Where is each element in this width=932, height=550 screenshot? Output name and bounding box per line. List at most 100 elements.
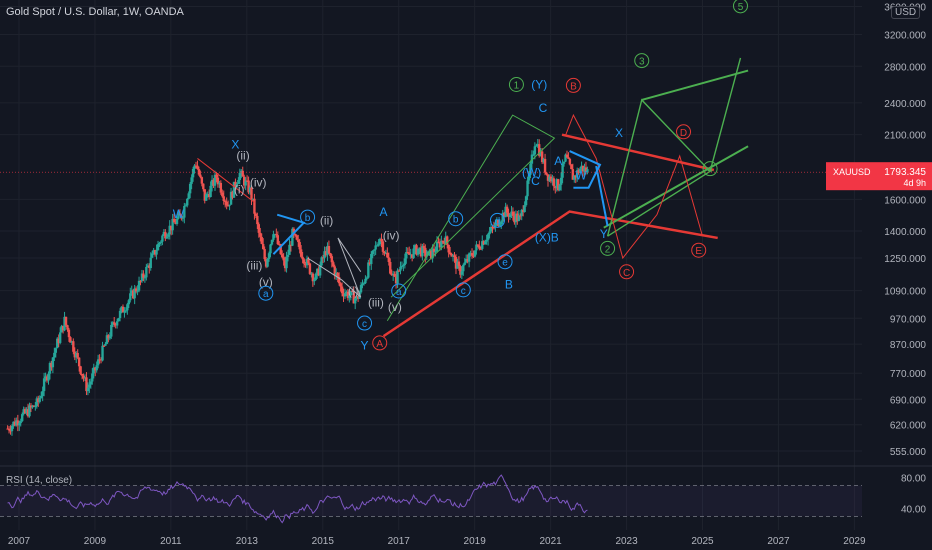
candle-body [383, 251, 386, 254]
candle-body [460, 271, 464, 275]
candle-body [451, 255, 455, 257]
candle-body [356, 296, 360, 299]
candle-body [250, 187, 253, 200]
candle-body [115, 321, 119, 326]
candle-body [283, 260, 287, 269]
candle-body [183, 206, 186, 218]
rsi-title[interactable]: RSI (14, close) [6, 475, 73, 486]
candle-body [224, 201, 227, 203]
candle-body [251, 198, 255, 200]
chart-title[interactable]: Gold Spot / U.S. Dollar, 1W, OANDA [6, 6, 184, 18]
candle-body [221, 192, 224, 197]
price-tag-countdown: 4d 9h [903, 178, 926, 188]
candle-body [20, 414, 24, 422]
candle-body [533, 146, 537, 155]
candle-body [234, 181, 237, 187]
candle-body [545, 172, 548, 175]
candle-body [64, 316, 68, 326]
candle-body [110, 324, 113, 337]
wave-label: X [615, 126, 623, 140]
candle-body [498, 224, 501, 227]
candle-body [69, 337, 72, 343]
candle-body [297, 239, 300, 243]
candle-body [330, 256, 334, 263]
candle-body [380, 238, 383, 242]
candle-body [486, 234, 490, 240]
candle-body [222, 196, 225, 202]
candle-body [12, 421, 15, 426]
candle-body [564, 154, 567, 162]
wave-label: e [502, 258, 508, 269]
candle-body [129, 293, 132, 301]
candle-body [205, 194, 208, 201]
candle-body [397, 270, 401, 272]
price-axis[interactable]: 3600.0003200.0002800.0002400.0002100.000… [884, 3, 926, 459]
candle-body [447, 244, 450, 253]
candle-body [415, 245, 418, 255]
candle-body [510, 211, 513, 215]
candle-body [413, 245, 417, 249]
candle-body [134, 288, 138, 292]
candle-body [127, 300, 131, 305]
candle-body [381, 241, 385, 252]
candle-body [108, 336, 112, 339]
wave-label-circle [372, 335, 388, 351]
candle-body [150, 253, 154, 258]
candle-body [86, 387, 90, 392]
candle-body [259, 232, 262, 237]
candle-body [470, 253, 474, 256]
candle-body [453, 255, 456, 258]
candle-body [58, 332, 62, 343]
candle-body [302, 259, 306, 264]
wave-label-circle [691, 242, 707, 258]
candle-body [573, 175, 576, 180]
candle-body [294, 234, 297, 236]
candle-body [351, 290, 354, 292]
candle-body [402, 265, 405, 267]
candle-body [213, 174, 217, 186]
candle-body [500, 221, 503, 225]
candle-body [333, 266, 336, 276]
time-axis[interactable]: 2007 2009 2011 2013 2015 2017 2019 2021 2023 2025… [8, 536, 866, 547]
candle-body [568, 158, 572, 165]
wave-label-circle [600, 240, 616, 256]
wave-label: W [575, 168, 587, 182]
candle-body [225, 201, 228, 206]
candle-body [546, 174, 550, 181]
price-tick-label: 2800.000 [884, 62, 926, 73]
candle-body [346, 291, 350, 299]
candle-body [13, 421, 17, 426]
candle-body [578, 168, 582, 173]
candle-body [60, 325, 63, 333]
candle-body [532, 154, 535, 156]
candle-body [457, 261, 461, 267]
price-tick-label: 1600.000 [884, 195, 926, 206]
candle-body [244, 180, 247, 186]
candle-body [199, 174, 202, 178]
candle-body [501, 212, 504, 222]
candle-body [391, 273, 395, 276]
candle-body [187, 193, 190, 199]
candle-body [85, 377, 88, 392]
candle-body [581, 165, 585, 172]
candle-body [305, 258, 309, 266]
wave-label: 1 [514, 81, 520, 92]
candle-body [448, 252, 452, 255]
candle-body [161, 235, 164, 242]
candle-body [191, 168, 195, 178]
candle-body [197, 169, 201, 175]
candle-body [295, 235, 298, 240]
candle-body [570, 164, 573, 170]
support-line-red [382, 210, 718, 338]
candle-body [432, 248, 436, 252]
candle-body [282, 257, 285, 261]
wave-label-circle [455, 282, 471, 298]
candle-body [235, 183, 239, 187]
green-channel [386, 114, 556, 322]
time-tick-label: 2011 [160, 536, 182, 547]
currency-badge[interactable]: USD [891, 6, 921, 19]
candle-body [159, 241, 163, 243]
time-tick-label: 2019 [464, 536, 487, 547]
candle-body [516, 213, 519, 221]
